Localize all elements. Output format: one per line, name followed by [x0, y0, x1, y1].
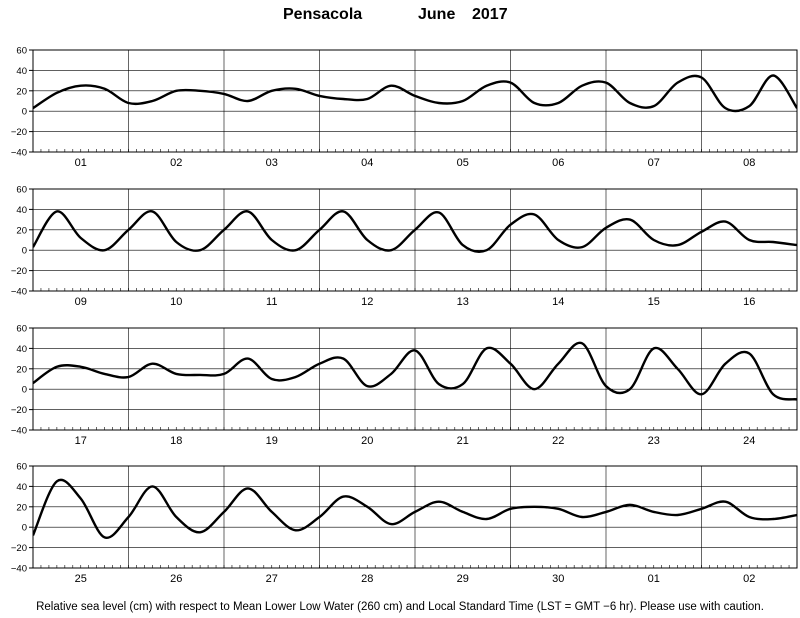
- day-label: 28: [361, 573, 373, 585]
- y-tick-label: 60: [16, 462, 27, 473]
- day-label: 13: [457, 296, 469, 308]
- y-tick-label: −20: [11, 127, 27, 138]
- day-label: 22: [552, 435, 564, 447]
- day-label: 27: [266, 573, 278, 585]
- y-tick-label: 0: [22, 107, 27, 118]
- sea-level-line: [33, 341, 797, 401]
- footer-note: Relative sea level (cm) with respect to …: [36, 601, 764, 613]
- day-label: 05: [457, 157, 469, 169]
- day-label: 24: [743, 435, 755, 447]
- day-label: 19: [266, 435, 278, 447]
- y-tick-label: −40: [11, 287, 27, 298]
- title-year: 2017: [472, 6, 508, 23]
- y-tick-label: 0: [22, 523, 27, 534]
- y-tick-label: 60: [16, 46, 27, 57]
- day-label: 17: [75, 435, 87, 447]
- day-label: 21: [457, 435, 469, 447]
- day-label: 30: [552, 573, 564, 585]
- day-label: 16: [743, 296, 755, 308]
- tide-chart: 60 40 20 0 −20 −40 01 02 03 04 05 06 07 08 60 40 20 0 −20 −…: [11, 46, 798, 585]
- day-label: 23: [648, 435, 660, 447]
- day-label: 15: [648, 296, 660, 308]
- day-label: 14: [552, 296, 564, 308]
- day-label: 11: [266, 296, 277, 308]
- day-label: 18: [170, 435, 182, 447]
- y-tick-label: 60: [16, 324, 27, 335]
- day-label: 06: [552, 157, 564, 169]
- y-tick-label: 40: [16, 205, 27, 216]
- y-tick-label: 0: [22, 246, 27, 257]
- title-month: June: [418, 6, 456, 23]
- title-station: Pensacola: [283, 6, 363, 23]
- sea-level-line: [33, 478, 797, 539]
- day-label: 09: [75, 296, 87, 308]
- day-label: 01: [75, 157, 87, 169]
- chart-title: Pensacola June 2017: [0, 6, 800, 28]
- day-label: 03: [266, 157, 278, 169]
- y-tick-label: 40: [16, 66, 27, 77]
- day-label: 08: [743, 157, 755, 169]
- day-label: 26: [170, 573, 182, 585]
- y-tick-label: −20: [11, 266, 27, 277]
- day-label: 02: [170, 157, 182, 169]
- day-label: 20: [361, 435, 373, 447]
- day-label: 07: [648, 157, 660, 169]
- day-label: 01: [648, 573, 660, 585]
- day-label: 12: [361, 296, 373, 308]
- y-tick-label: −20: [11, 405, 27, 416]
- y-tick-label: −40: [11, 148, 27, 159]
- y-tick-label: 0: [22, 385, 27, 396]
- y-tick-label: 20: [16, 86, 27, 97]
- day-label: 02: [743, 573, 755, 585]
- y-tick-label: 40: [16, 344, 27, 355]
- day-label: 29: [457, 573, 469, 585]
- y-tick-label: 40: [16, 482, 27, 493]
- y-tick-label: 20: [16, 502, 27, 513]
- y-tick-label: 20: [16, 364, 27, 375]
- y-tick-label: −40: [11, 426, 27, 437]
- day-label: 25: [75, 573, 87, 585]
- sea-level-line: [33, 210, 797, 253]
- y-tick-label: 20: [16, 225, 27, 236]
- y-tick-label: −20: [11, 543, 27, 554]
- day-label: 10: [170, 296, 182, 308]
- sea-level-line: [33, 74, 797, 113]
- day-label: 04: [361, 157, 373, 169]
- y-tick-label: −40: [11, 564, 27, 575]
- y-tick-label: 60: [16, 185, 27, 196]
